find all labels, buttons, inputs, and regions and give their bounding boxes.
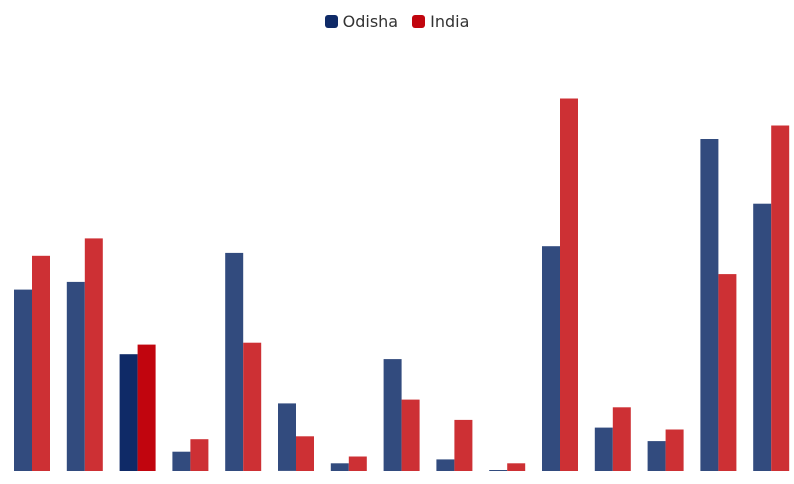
bar-odisha-4[interactable] <box>225 252 244 471</box>
bar-odisha-2[interactable] <box>119 354 138 471</box>
legend-label-odisha: Odisha <box>342 12 399 31</box>
bar-india-3[interactable] <box>190 439 209 471</box>
bar-india-9[interactable] <box>507 463 526 471</box>
legend-swatch-odisha <box>324 15 338 28</box>
legend: Odisha India <box>0 12 794 31</box>
bar-india-2[interactable] <box>137 344 156 471</box>
bar-india-14[interactable] <box>771 125 790 472</box>
bar-odisha-10[interactable] <box>542 246 560 471</box>
bar-odisha-6[interactable] <box>330 463 349 471</box>
bar-odisha-12[interactable] <box>647 441 666 471</box>
bar-india-0[interactable] <box>32 255 50 471</box>
bar-india-13[interactable] <box>718 274 737 471</box>
bar-odisha-9[interactable] <box>489 470 508 471</box>
bar-india-4[interactable] <box>243 342 262 471</box>
bar-odisha-3[interactable] <box>172 451 191 471</box>
bar-odisha-1[interactable] <box>66 281 85 471</box>
legend-item-india[interactable]: India <box>412 12 469 31</box>
bar-odisha-14[interactable] <box>753 203 772 471</box>
bar-india-10[interactable] <box>560 98 578 472</box>
bar-odisha-7[interactable] <box>383 359 402 471</box>
legend-swatch-india <box>412 15 426 28</box>
bar-india-11[interactable] <box>612 407 631 471</box>
bar-india-8[interactable] <box>454 419 473 471</box>
bar-india-12[interactable] <box>665 429 684 472</box>
bar-odisha-0[interactable] <box>14 289 32 471</box>
bar-india-6[interactable] <box>348 456 367 472</box>
bar-india-7[interactable] <box>401 399 420 471</box>
bar-odisha-8[interactable] <box>436 459 455 471</box>
bar-odisha-13[interactable] <box>700 139 719 471</box>
bar-odisha-11[interactable] <box>594 427 613 471</box>
bar-odisha-5[interactable] <box>278 403 296 471</box>
bar-india-5[interactable] <box>296 436 314 471</box>
bar-india-1[interactable] <box>84 238 103 471</box>
legend-item-odisha[interactable]: Odisha <box>324 12 399 31</box>
legend-label-india: India <box>430 12 470 31</box>
